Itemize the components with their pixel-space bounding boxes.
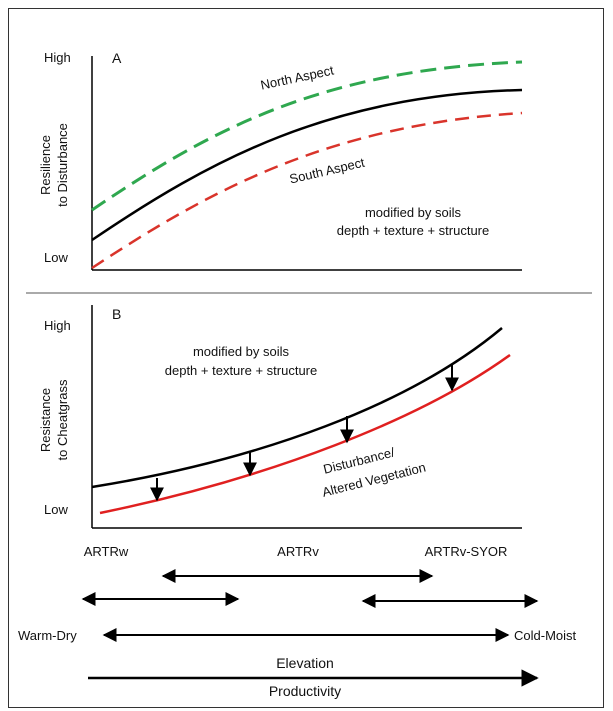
panel-b-ylabel-line2: to Cheatgrass (55, 379, 70, 460)
panel-b-soils-note-line1: modified by soils (193, 344, 290, 359)
figure-frame (8, 8, 604, 708)
panel-a-high-label: High (44, 50, 71, 65)
panel-a-soils-note-line1: modified by soils (365, 205, 462, 220)
resistance-curve (91, 327, 503, 489)
panel-a-letter: A (112, 50, 122, 66)
gradient-left-label: Warm-Dry (18, 628, 77, 643)
altered-vegetation-curve (99, 353, 511, 515)
productivity-label: Productivity (269, 683, 341, 699)
panel-a-soils-note-line2: depth + texture + structure (337, 223, 489, 238)
north-aspect-curve (91, 60, 523, 212)
south-aspect-curve (91, 111, 523, 270)
gradient-right-label: Cold-Moist (514, 628, 577, 643)
site-label-artrv-syor: ARTRv-SYOR (425, 544, 508, 559)
panel-b-high-label: High (44, 318, 71, 333)
site-label-artrv: ARTRv (277, 544, 319, 559)
panel-b-low-label: Low (44, 502, 68, 517)
north-aspect-label: North Aspect (259, 62, 335, 92)
panel-a-ylabel-line1: Resilience (38, 135, 53, 195)
panel-a-ylabel-line2: to Disturbance (55, 123, 70, 207)
site-label-artrw: ARTRw (84, 544, 129, 559)
average-resilience-curve (91, 88, 523, 242)
panel-b-ylabel-line1: Resistance (38, 388, 53, 452)
panel-b-letter: B (112, 306, 121, 322)
panel-b-soils-note-line2: depth + texture + structure (165, 363, 317, 378)
south-aspect-label: South Aspect (288, 155, 366, 187)
panel-a-low-label: Low (44, 250, 68, 265)
elevation-label: Elevation (276, 655, 334, 671)
